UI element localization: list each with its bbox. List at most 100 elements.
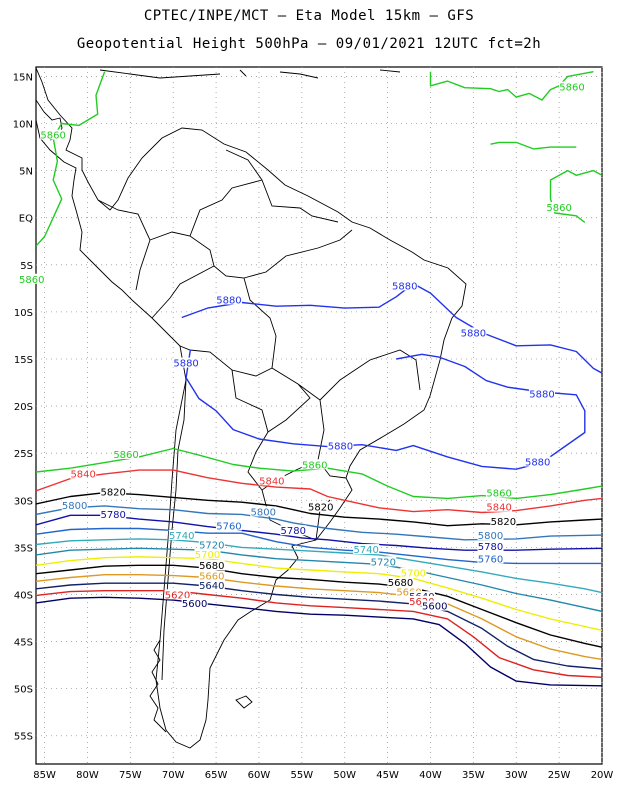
contour-label-bg (301, 459, 328, 470)
lon-label: 30W (505, 770, 528, 781)
contour-label: 5800 (62, 501, 87, 512)
contour-label-bg (164, 589, 191, 600)
contour-label-bg (327, 440, 354, 451)
contour-5700 (36, 556, 602, 631)
lon-label: 65W (205, 770, 228, 781)
lon-label: 45W (376, 770, 399, 781)
lon-label: 80W (76, 770, 99, 781)
lat-label: 40S (14, 590, 33, 601)
contour-label-bg (486, 501, 513, 512)
contour-label-bg (250, 506, 277, 517)
contour-label-bg (353, 544, 380, 555)
lat-label: 55S (14, 732, 33, 743)
contour-label: 5640 (199, 581, 224, 592)
contour-label: 5740 (169, 531, 194, 542)
contour-label: 5840 (486, 503, 511, 514)
contour-5860 (490, 141, 577, 150)
lon-label: 55W (291, 770, 314, 781)
lon-label: 35W (462, 770, 485, 781)
contour-5600 (36, 596, 602, 687)
lon-label: 60W (248, 770, 271, 781)
contour-label: 5720 (371, 557, 396, 568)
lon-label: 70W (162, 770, 185, 781)
contour-label-bg (391, 280, 418, 291)
contour-label-bg (215, 294, 242, 305)
contour-label-bg (528, 388, 555, 399)
contour-label: 5780 (478, 542, 503, 553)
contour-label: 5780 (100, 510, 125, 521)
contour-label-bg (113, 448, 140, 459)
contour-label: 5880 (525, 457, 550, 468)
contour-5860 (36, 71, 106, 247)
contour-label-bg (181, 597, 208, 608)
contour-label-bg (486, 487, 513, 498)
contour-label: 5880 (529, 390, 554, 401)
contour-label: 5860 (546, 203, 571, 214)
contour-label: 5600 (182, 599, 207, 610)
central-america-coastline (36, 69, 401, 141)
lat-label: 20S (14, 402, 33, 413)
contour-labels: 5860586058605860588058805880588058805880… (18, 81, 585, 613)
contour-label-bg (18, 273, 45, 284)
contour-label-bg (477, 541, 504, 552)
contour-label: 5820 (491, 517, 516, 528)
contour-label-bg (198, 539, 225, 550)
map-frame (35, 66, 603, 765)
contour-label: 5860 (19, 275, 44, 286)
contour-label: 5860 (486, 489, 511, 500)
map-title-line1: CPTEC/INPE/MCT – Eta Model 15km – GFS (143, 8, 475, 24)
contour-5860 (429, 71, 594, 101)
lon-label: 75W (119, 770, 142, 781)
lat-label: 30S (14, 496, 33, 507)
contour-5620 (36, 590, 602, 678)
contour-label: 5620 (165, 590, 190, 601)
lon-label: 20W (591, 770, 614, 781)
contour-label-bg (61, 499, 88, 510)
lon-label: 50W (333, 770, 356, 781)
contour-label: 5680 (199, 561, 224, 572)
contour-label: 5860 (302, 460, 327, 471)
contour-label-bg (387, 577, 414, 588)
falkland-islands (235, 695, 253, 709)
contour-label-bg (280, 525, 307, 536)
lat-label: 45S (14, 638, 33, 649)
contour-label-bg (168, 529, 195, 540)
contour-label: 5860 (559, 83, 584, 94)
contour-label: 5780 (281, 526, 306, 537)
contour-label-bg (173, 357, 200, 368)
contour-label-bg (198, 560, 225, 571)
contour-label: 5880 (173, 359, 198, 370)
lat-label: 25S (14, 449, 33, 460)
contour-label-bg (100, 509, 127, 520)
contour-label-bg (400, 567, 427, 578)
contour-label-bg (100, 486, 127, 497)
lat-label: 15S (14, 355, 33, 366)
contour-label-bg (40, 129, 67, 140)
contour-label: 5820 (100, 488, 125, 499)
contour-label-bg (258, 475, 285, 486)
contour-label: 5760 (478, 554, 503, 565)
contour-label: 5760 (216, 522, 241, 533)
contour-label: 5700 (195, 550, 220, 561)
lat-label: EQ (19, 214, 33, 225)
contour-5880 (185, 349, 586, 470)
contour-5740 (36, 538, 602, 594)
contour-5860 (549, 169, 602, 223)
lat-label: 5S (20, 261, 33, 272)
axis-labels: 15N 10N 5N EQ 5S 10S 15S 20S 25S 30S 35S 40S 45S 50S 5… (13, 72, 614, 781)
lon-label: 40W (419, 770, 442, 781)
contour-label-bg (546, 202, 573, 213)
contour-label-bg (524, 456, 551, 467)
contour-label-bg (421, 600, 448, 611)
contour-label: 5860 (113, 450, 138, 461)
contour-label-bg (194, 548, 221, 559)
south-america-coastline (36, 67, 467, 749)
contour-label-bg (460, 327, 487, 338)
contour-5640 (36, 582, 602, 670)
contour-label-bg (477, 553, 504, 564)
contour-label: 5660 (199, 571, 224, 582)
map-title-line2: Geopotential Height 500hPa – 09/01/2021 … (76, 36, 542, 52)
contour-label-bg (198, 570, 225, 581)
lat-label: 15N (13, 72, 33, 83)
